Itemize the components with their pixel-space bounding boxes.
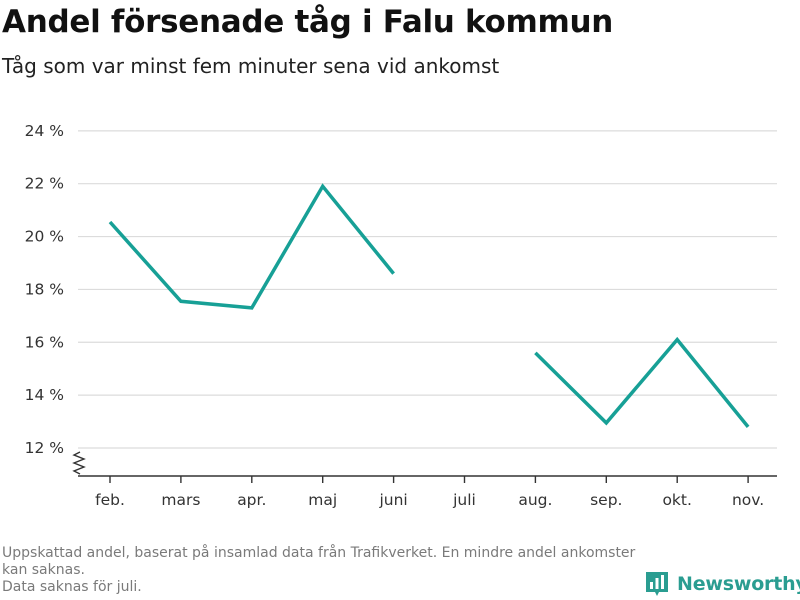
chart-title: Andel försenade tåg i Falu kommun — [2, 4, 614, 40]
y-tick-label: 18 % — [25, 280, 64, 298]
x-tick-label: feb. — [95, 491, 125, 509]
y-tick-label: 24 % — [25, 122, 64, 140]
y-tick-label: 20 % — [25, 228, 64, 246]
x-tick-label: sep. — [590, 491, 622, 509]
brand-logo: Newsworthy — [644, 569, 800, 599]
y-tick-label: 14 % — [25, 386, 64, 404]
axis-break-icon — [72, 451, 86, 475]
y-tick-label: 16 % — [25, 333, 64, 351]
footnote-source: Uppskattad andel, baserat på insamlad da… — [2, 545, 636, 578]
y-tick-label: 12 % — [25, 439, 64, 457]
footnote: Uppskattad andel, baserat på insamlad da… — [2, 545, 642, 596]
y-tick-label: 22 % — [25, 175, 64, 193]
x-tick-label: nov. — [732, 491, 764, 509]
x-tick-label: juli — [452, 491, 476, 509]
x-tick-label: mars — [161, 491, 200, 509]
footnote-missing-data: Data saknas för juli. — [2, 579, 142, 595]
bar-chart-icon — [646, 572, 668, 596]
series-line — [534, 336, 750, 429]
x-tick-label: okt. — [662, 491, 691, 509]
line-chart: 12 % 14 % 16 % 18 % 20 % 22 % 24 % feb. mars apr… — [25, 122, 777, 509]
series-line — [108, 183, 395, 310]
x-tick-label: aug. — [518, 491, 552, 509]
x-tick-label: juni — [378, 491, 407, 509]
x-tick-label: maj — [308, 491, 337, 509]
brand-name: Newsworthy — [677, 573, 800, 595]
x-tick-label: apr. — [237, 491, 266, 509]
chart-subtitle: Tåg som var minst fem minuter sena vid a… — [2, 54, 500, 78]
